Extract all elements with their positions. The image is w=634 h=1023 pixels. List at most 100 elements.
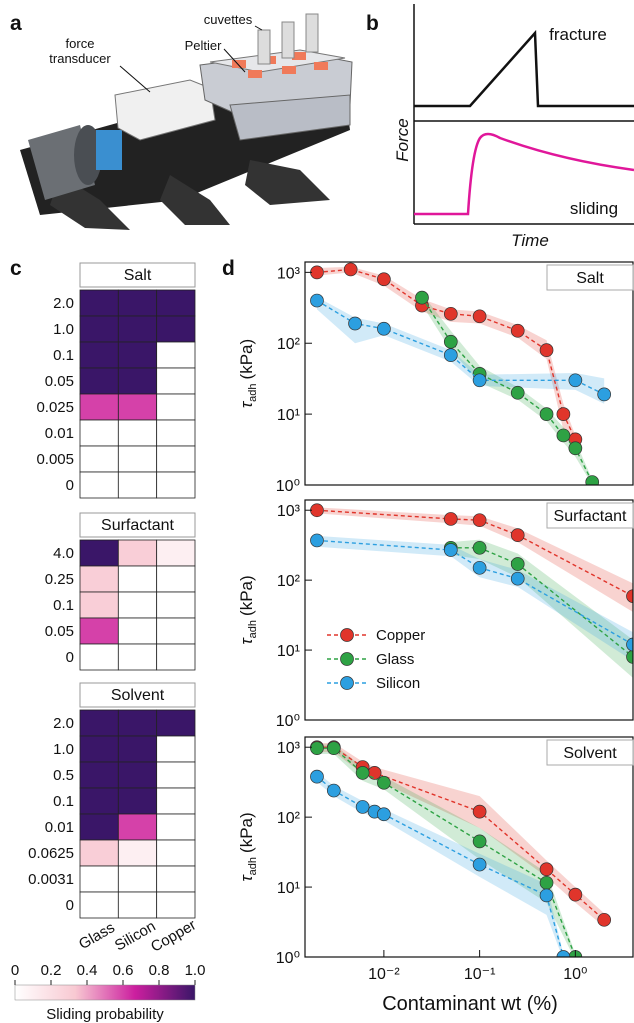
data-point: [568, 373, 583, 388]
y-tick-label: 10⁰: [276, 713, 300, 730]
y-label-unit: (kPa): [237, 339, 256, 380]
data-point: [415, 290, 429, 305]
data-point: [472, 513, 487, 528]
legend-marker: [340, 652, 354, 666]
heatmap-cell: [156, 289, 196, 317]
y-tick-label: 10³: [277, 503, 301, 520]
heatmap-cell: [156, 315, 196, 343]
y-axis-label: τadh (kPa): [237, 575, 259, 644]
row-label: 0.1: [53, 793, 74, 810]
row-label: 0.05: [45, 623, 74, 640]
error-band: [450, 539, 633, 678]
heatmap-cell: [117, 367, 158, 395]
heatmap-cell: [156, 393, 196, 421]
column-label: Glass: [76, 919, 118, 953]
row-label: 0: [66, 477, 74, 494]
data-point: [355, 765, 370, 780]
heatmap-cell: [156, 341, 196, 369]
y-tick-label: 10¹: [277, 407, 300, 424]
heatmap-title-box: [79, 682, 196, 708]
y-label-subscript: adh: [247, 620, 259, 638]
heatmap-cell: [117, 761, 158, 789]
colorbar-tick-label: 0: [11, 962, 19, 979]
heatmap-cell: [79, 393, 119, 421]
plot-frame: [304, 261, 634, 486]
heatmap-cell: [156, 591, 196, 619]
heatmap-cell: [117, 865, 158, 893]
data-point: [377, 272, 391, 287]
data-point: [377, 321, 391, 336]
y-tick-label: 10¹: [277, 880, 300, 897]
data-point: [472, 309, 487, 324]
heatmap-cell: [156, 367, 196, 395]
plot-frame: [304, 736, 634, 958]
heatmap-cell: [156, 617, 196, 645]
data-point: [539, 862, 554, 877]
data-point: [443, 306, 458, 321]
plot-title-box: [546, 502, 634, 529]
apparatus-label: transducer: [49, 51, 111, 66]
colorbar-tick-label: 0.2: [41, 962, 62, 979]
data-point: [443, 348, 458, 362]
y-tick-label: 10²: [277, 810, 301, 827]
heatmap-cell: [79, 341, 119, 369]
heatmap-title-box: [79, 512, 196, 538]
heatmap-cell: [117, 315, 158, 343]
data-point: [310, 265, 324, 280]
schematic: [413, 4, 634, 225]
data-point: [568, 887, 583, 902]
heatmap-cell: [117, 393, 158, 421]
y-axis-label: τadh (kPa): [237, 812, 259, 881]
row-label: 0.025: [36, 399, 74, 416]
legend-marker: [340, 676, 354, 690]
y-label-subscript: adh: [247, 383, 259, 401]
data-point: [510, 528, 525, 543]
y-tick-label: 10³: [277, 265, 301, 282]
plot-title: Surfactant: [554, 508, 627, 525]
data-point: [626, 589, 633, 604]
colorbar-label: Sliding probability: [46, 1006, 164, 1023]
heatmap-cell: [79, 471, 119, 499]
heatmap-cell: [117, 735, 158, 763]
data-point: [310, 741, 324, 755]
data-point: [310, 503, 324, 518]
data-point: [585, 475, 600, 485]
heatmap-cell: [156, 891, 196, 919]
heatmap-title: Salt: [124, 267, 152, 284]
heatmap-cell: [156, 787, 196, 815]
data-point: [556, 950, 571, 957]
data-point: [556, 428, 571, 443]
y-label-unit: (kPa): [237, 575, 256, 616]
row-label: 0.0625: [28, 845, 74, 862]
x-axis-label: Contaminant wt (%): [382, 993, 558, 1015]
heatmap-cell: [117, 709, 158, 737]
colorbar-tick-label: 1.0: [185, 962, 206, 979]
heatmap-cell: [117, 419, 158, 447]
y-tick-label: 10³: [277, 740, 301, 757]
data-point: [472, 804, 487, 819]
heatmap-cell: [117, 591, 158, 619]
y-label-symbol: τ: [237, 400, 256, 408]
heatmap-cell: [79, 643, 119, 671]
data-point: [626, 637, 633, 652]
apparatus-label: force: [66, 36, 95, 51]
error-band: [316, 296, 605, 404]
plot-title-box: [546, 739, 634, 766]
heatmap-cell: [79, 761, 119, 789]
plot-area: [310, 503, 633, 678]
row-label: 0.1: [53, 597, 74, 614]
heatmap-cell: [79, 419, 119, 447]
heatmap-cell: [156, 709, 196, 737]
data-point: [539, 875, 554, 890]
series-line: [421, 297, 593, 483]
data-point: [510, 385, 525, 400]
series-line: [450, 547, 633, 658]
colorbar-tick-label: 0.8: [149, 962, 170, 979]
data-point: [472, 373, 487, 388]
heatmap-cell: [117, 787, 158, 815]
heatmap-cell: [79, 709, 119, 737]
heatmap-cell: [117, 891, 158, 919]
data-point: [597, 912, 612, 927]
data-point: [597, 387, 612, 402]
